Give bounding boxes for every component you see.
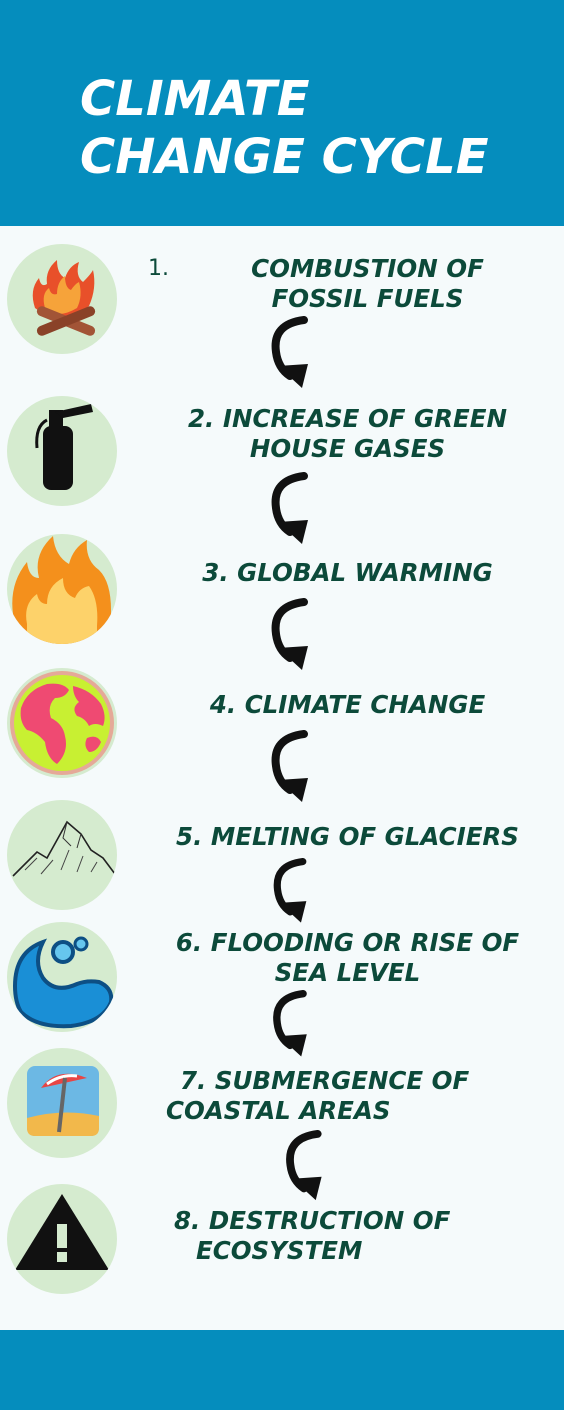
step-8-line-2: ECOSYSTEM bbox=[196, 1236, 363, 1265]
flame-icon bbox=[7, 534, 117, 644]
footer-banner bbox=[0, 1330, 564, 1410]
step-8-line-1: 8. DESTRUCTION OF bbox=[174, 1206, 451, 1235]
arrow-down-icon bbox=[271, 730, 308, 802]
step-5-line-1: 5. MELTING OF GLACIERS bbox=[176, 822, 519, 851]
step-7-line-1: 7. SUBMERGENCE OF bbox=[180, 1066, 470, 1095]
arrow-down-icon bbox=[271, 472, 308, 544]
step-6-line-2: SEA LEVEL bbox=[274, 958, 421, 987]
step-4-line-1: 4. CLIMATE CHANGE bbox=[209, 690, 486, 719]
step-4-label: 4. CLIMATE CHANGE bbox=[140, 690, 555, 720]
step-3-label: 3. GLOBAL WARMING bbox=[140, 558, 555, 588]
step-1-line-1: COMBUSTION OF bbox=[251, 254, 484, 283]
arrow-down-icon bbox=[271, 316, 308, 388]
fire-extinguisher-icon bbox=[7, 396, 117, 506]
step-8-label: 8. DESTRUCTION OF ECOSYSTEM bbox=[140, 1206, 555, 1266]
step-3-line-1: 3. GLOBAL WARMING bbox=[202, 558, 493, 587]
campfire-icon bbox=[7, 244, 117, 354]
step-2-line-1: 2. INCREASE OF GREEN bbox=[187, 404, 507, 433]
title-line-2: CHANGE CYCLE bbox=[80, 129, 489, 185]
header-banner: CLIMATE CHANGE CYCLE bbox=[0, 0, 564, 226]
step-7-line-2: COASTAL AREAS bbox=[166, 1096, 391, 1125]
step-2-label: 2. INCREASE OF GREEN HOUSE GASES bbox=[140, 404, 555, 464]
step-1-label: COMBUSTION OF FOSSIL FUELS bbox=[140, 254, 555, 314]
globe-icon bbox=[7, 668, 117, 778]
arrow-down-icon bbox=[273, 990, 307, 1057]
step-7-label: 7. SUBMERGENCE OF COASTAL AREAS bbox=[140, 1066, 555, 1126]
arrow-down-icon bbox=[273, 858, 307, 923]
arrow-down-icon bbox=[286, 1130, 322, 1201]
water-wave-icon bbox=[7, 922, 117, 1032]
page-title: CLIMATE CHANGE CYCLE bbox=[80, 70, 550, 186]
step-5-label: 5. MELTING OF GLACIERS bbox=[140, 822, 555, 852]
mountain-icon bbox=[7, 800, 117, 910]
step-1-number: 1. bbox=[148, 256, 169, 281]
title-line-1: CLIMATE bbox=[80, 71, 310, 127]
step-6-line-1: 6. FLOODING OR RISE OF bbox=[175, 928, 520, 957]
step-6-label: 6. FLOODING OR RISE OF SEA LEVEL bbox=[140, 928, 555, 988]
beach-umbrella-icon bbox=[7, 1048, 117, 1158]
step-2-line-2: HOUSE GASES bbox=[249, 434, 446, 463]
arrow-down-icon bbox=[271, 598, 308, 670]
warning-icon bbox=[7, 1184, 117, 1294]
step-1-line-2: FOSSIL FUELS bbox=[271, 284, 464, 313]
